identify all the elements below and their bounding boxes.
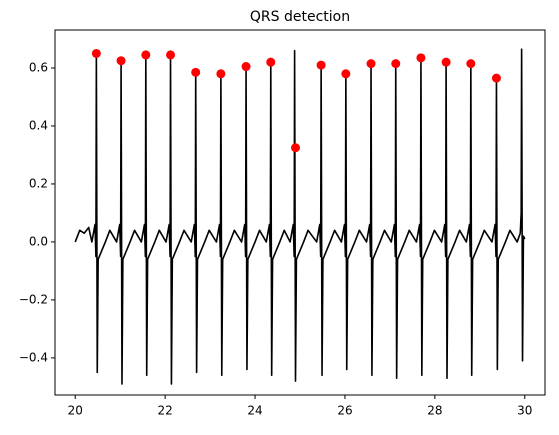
peak-point [91, 48, 101, 58]
peak-point [491, 73, 501, 83]
peak-point [291, 143, 301, 153]
x-tick-label: 28 [427, 404, 442, 418]
peak-point [216, 69, 226, 79]
peak-point [441, 57, 451, 67]
peak-point [266, 57, 276, 67]
peak-point [341, 69, 351, 79]
peak-point [166, 50, 176, 60]
peak-point [191, 67, 201, 77]
peak-point [116, 56, 126, 66]
y-tick-label: 0.0 [29, 234, 48, 248]
peak-point [141, 50, 151, 60]
x-tick-label: 20 [68, 404, 83, 418]
peak-point [316, 60, 326, 70]
y-tick-label: −0.2 [19, 292, 48, 306]
peak-point [391, 59, 401, 69]
y-tick-label: 0.6 [29, 60, 48, 74]
peak-point [466, 59, 476, 69]
ecg-line [74, 48, 526, 385]
x-tick-label: 26 [337, 404, 352, 418]
axes-frame [54, 29, 546, 396]
y-tick-label: 0.4 [29, 118, 48, 132]
x-tick-label: 24 [247, 404, 262, 418]
x-tick-label: 30 [517, 404, 532, 418]
peak-point [241, 62, 251, 72]
y-tick-label: 0.2 [29, 176, 48, 190]
x-tick-label: 22 [157, 404, 172, 418]
y-tick-label: −0.4 [19, 350, 48, 364]
peak-point [416, 53, 426, 63]
chart-title: QRS detection [250, 9, 350, 25]
peak-point [366, 59, 376, 69]
